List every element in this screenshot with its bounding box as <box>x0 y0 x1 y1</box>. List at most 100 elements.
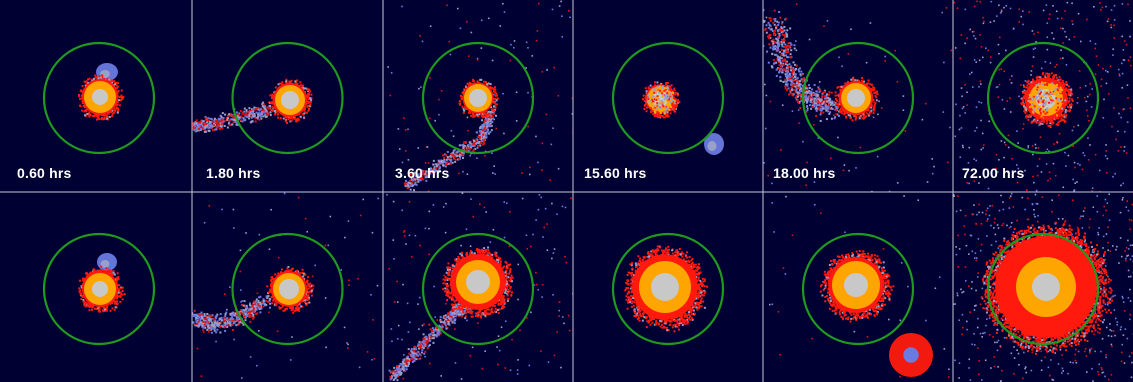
particle <box>1125 43 1128 46</box>
tail-particle <box>766 50 769 53</box>
halo-particle <box>481 116 484 119</box>
core-speckle <box>1053 107 1056 110</box>
tail-particle <box>786 29 789 32</box>
halo-particle <box>655 113 658 116</box>
tail-particle <box>232 121 235 124</box>
tail-particle <box>804 97 807 100</box>
halo-particle <box>1031 78 1034 81</box>
tail-particle <box>197 126 200 129</box>
tail-particle <box>786 56 789 59</box>
tail-particle <box>243 118 246 121</box>
tail-particle <box>482 123 485 126</box>
tail-particle <box>787 79 790 82</box>
halo-particle <box>1029 83 1032 86</box>
tail-particle <box>806 100 809 103</box>
tail-particle <box>789 89 792 92</box>
halo-particle <box>97 77 100 80</box>
tail-particle <box>800 90 803 93</box>
halo-particle <box>1064 110 1067 113</box>
halo-particle <box>291 117 294 120</box>
tail-particle <box>228 113 231 116</box>
particle <box>550 143 553 146</box>
tail-particle <box>250 114 253 117</box>
core-speckle <box>1063 91 1066 94</box>
tail-particle <box>780 71 783 74</box>
particle <box>931 158 933 160</box>
particle <box>470 31 473 34</box>
core-speckle <box>1053 89 1056 92</box>
core-speckle <box>1042 99 1045 102</box>
particle <box>1033 33 1035 35</box>
tail-particle <box>818 104 821 107</box>
tail-particle <box>470 146 473 149</box>
tail-particle <box>763 19 765 22</box>
particle <box>1073 126 1075 128</box>
tail-particle <box>776 58 779 61</box>
tail-particle <box>811 106 814 109</box>
halo-particle <box>1058 80 1061 83</box>
core-speckle <box>1056 111 1059 114</box>
halo-particle <box>850 117 853 120</box>
core-speckle <box>1042 101 1045 104</box>
tail-particle <box>252 115 255 118</box>
tail-particle <box>792 69 795 72</box>
tail-particle <box>450 153 453 156</box>
halo-particle <box>270 97 273 100</box>
tail-particle <box>484 126 487 129</box>
core-speckle <box>1043 93 1046 96</box>
particle <box>877 113 879 116</box>
halo-particle <box>851 119 854 122</box>
core-speckle <box>660 92 663 95</box>
tail-particle <box>245 109 248 112</box>
halo-particle <box>273 109 276 112</box>
tail-particle <box>203 127 206 130</box>
particle <box>561 36 564 38</box>
tail-particle <box>241 111 244 114</box>
particle <box>1091 190 1094 192</box>
tail-particle <box>435 169 438 172</box>
tail-particle <box>772 59 775 62</box>
tail-particle <box>814 98 817 101</box>
halo-particle <box>854 118 857 121</box>
particle <box>987 49 990 52</box>
tail-particle <box>779 29 782 32</box>
particle <box>955 103 957 106</box>
particle <box>1110 9 1113 11</box>
particle <box>1054 174 1057 177</box>
tail-particle <box>262 115 265 118</box>
particle <box>1067 154 1070 157</box>
core-speckle <box>1029 98 1032 101</box>
tail-particle <box>484 117 487 120</box>
tail-particle <box>212 129 215 132</box>
core-speckle <box>658 91 661 94</box>
particle <box>1037 31 1039 34</box>
tail-particle <box>466 146 469 149</box>
core <box>847 89 865 107</box>
tail-particle <box>407 186 410 189</box>
halo-particle <box>485 115 488 118</box>
tail-particle <box>790 78 793 81</box>
particle <box>1053 143 1055 145</box>
tail-particle <box>789 42 792 45</box>
tail-particle <box>823 97 826 100</box>
tail-particle <box>207 126 210 129</box>
tail-particle <box>795 88 798 91</box>
particle <box>1031 30 1034 32</box>
tail-particle <box>255 107 258 110</box>
halo-particle <box>1069 94 1072 97</box>
core-speckle <box>653 91 656 94</box>
particle <box>975 159 978 162</box>
tail-particle <box>228 121 231 124</box>
particle <box>1120 62 1123 65</box>
tail-particle <box>789 53 792 56</box>
core-speckle <box>1037 108 1040 111</box>
halo-particle <box>295 120 298 123</box>
core-speckle <box>1044 112 1047 115</box>
tail-particle <box>420 169 423 172</box>
core-speckle <box>1056 89 1059 92</box>
particle <box>1010 82 1013 84</box>
particle <box>1121 35 1123 38</box>
tail-particle <box>210 125 213 128</box>
tail-particle <box>192 122 195 125</box>
tail-particle <box>237 116 240 119</box>
